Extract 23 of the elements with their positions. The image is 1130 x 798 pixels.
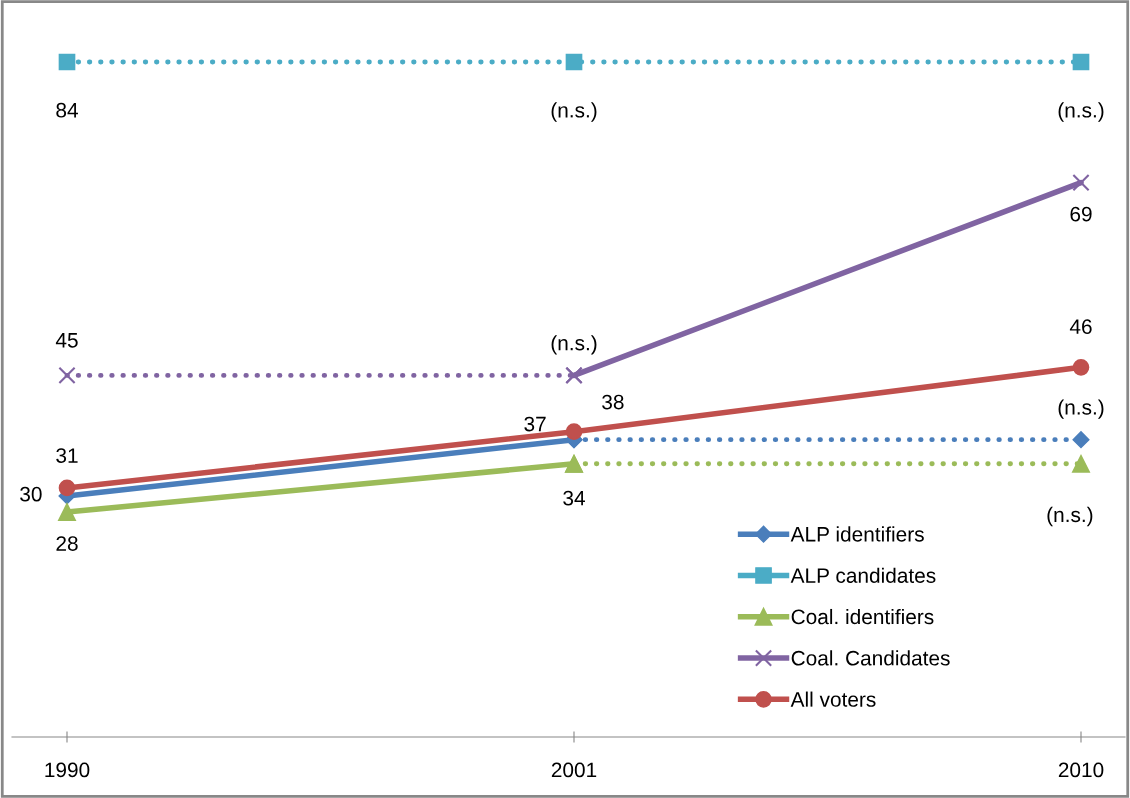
data-label: 31 [56, 448, 78, 463]
data-label: 28 [56, 536, 78, 551]
data-label: 45 [55, 333, 78, 348]
data-label: 30 [20, 486, 42, 502]
x-tick-label: 2010 [1058, 762, 1104, 778]
legend-label: ALP identifiers [790, 526, 924, 542]
x-tick-label: 2001 [551, 762, 597, 778]
data-label: (n.s.) [1047, 506, 1093, 527]
data-label: 37 [524, 416, 546, 432]
legend-label: ALP candidates [790, 567, 936, 583]
legend-label: All voters [790, 691, 876, 707]
data-label: (n.s.) [551, 335, 597, 355]
legend-label: Coal. identifiers [791, 608, 934, 625]
x-tick-label: 1990 [45, 762, 90, 778]
legend-label: Coal. Candidates [791, 650, 950, 666]
data-label: (n.s.) [1058, 102, 1104, 122]
data-label: (n.s.) [551, 102, 597, 122]
data-label: 69 [1070, 206, 1092, 222]
data-label: 84 [56, 102, 78, 118]
data-label: (n.s.) [1058, 399, 1104, 419]
data-label: 38 [602, 394, 624, 410]
data-label: 34 [563, 490, 585, 506]
data-label: 46 [1069, 319, 1092, 335]
